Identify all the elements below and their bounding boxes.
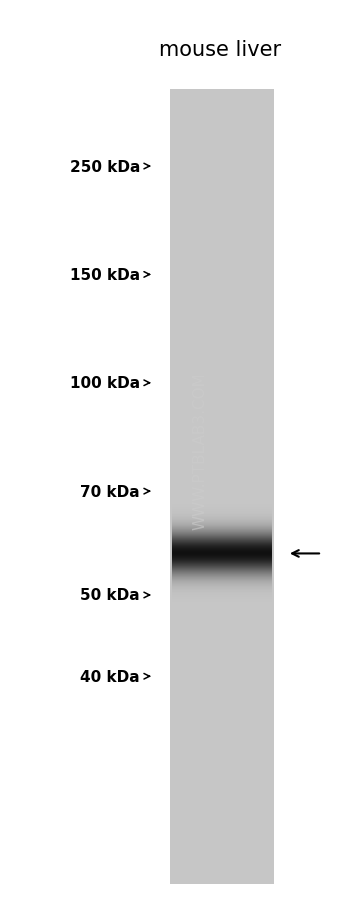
Text: 100 kDa: 100 kDa bbox=[70, 376, 140, 391]
Text: WWW.PTBLAB3.COM: WWW.PTBLAB3.COM bbox=[193, 373, 208, 529]
Text: 70 kDa: 70 kDa bbox=[80, 484, 140, 499]
Text: 250 kDa: 250 kDa bbox=[70, 160, 140, 174]
Text: 150 kDa: 150 kDa bbox=[70, 268, 140, 282]
Text: 50 kDa: 50 kDa bbox=[80, 588, 140, 603]
Bar bbox=[170, 90, 273, 884]
Text: mouse liver: mouse liver bbox=[160, 40, 281, 60]
Text: 40 kDa: 40 kDa bbox=[80, 669, 140, 684]
